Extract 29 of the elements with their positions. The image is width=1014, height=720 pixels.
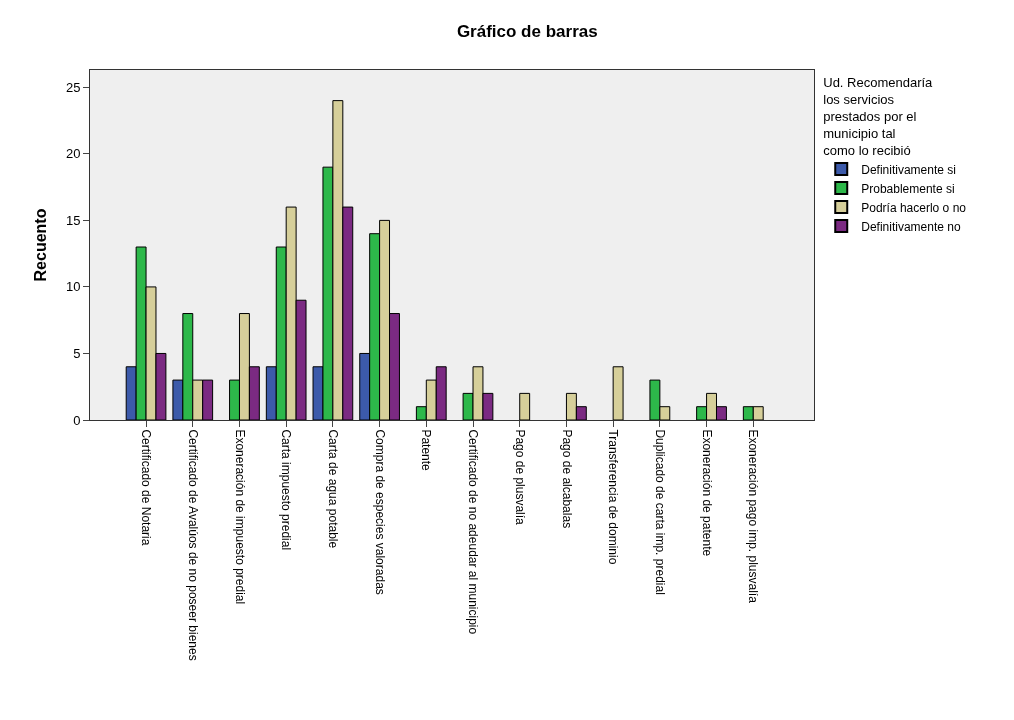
x-tick-label: Certificado de Notaria [139,429,154,546]
y-tick-label: 5 [73,346,81,362]
x-tick-label: Compra de especies valoradas [372,429,387,595]
y-tick-label: 15 [65,212,81,228]
y-axis-title: Recuento [31,208,49,282]
legend-label: Definitivamente si [861,162,956,177]
x-tick-label: Patente [419,429,434,472]
bar [612,366,624,420]
chart-title: Gráfico de barras [456,22,598,42]
y-tick-label: 25 [65,79,81,95]
legend-label: Definitivamente no [861,219,961,234]
y-tick-label: 10 [65,279,81,295]
x-tick-label: Carta de agua potable [325,429,340,549]
legend-label: Podría hacerlo o no [861,200,967,215]
x-tick-label: Certificado de Avalúos de no poseer bienes [185,429,200,661]
x-tick-label: Duplicado de carta imp. predial [652,429,667,595]
x-tick-label: Certificado de no adeudar al municipio [466,429,481,635]
x-tick-label: Transferencia de dominio [606,429,621,565]
x-tick-label: Exoneración de impuesto predial [232,429,247,605]
y-tick-label: 0 [73,412,81,428]
y-tick-label: 20 [65,146,81,162]
x-tick-label: Exoneración pago imp. plusvalía [746,429,761,604]
x-tick-label: Pago de plusvalía [512,429,527,526]
x-tick-label: Pago de alcabalas [559,429,574,529]
bar [519,392,531,420]
legend-label: Probablemente si [861,181,955,196]
x-tick-label: Carta impuesto predial [279,429,294,551]
x-tick-label: Exoneración de patente [699,429,714,557]
legend-title: Ud. Recomendaría los servicios prestados por el municipio tal como lo recibió [823,74,934,158]
